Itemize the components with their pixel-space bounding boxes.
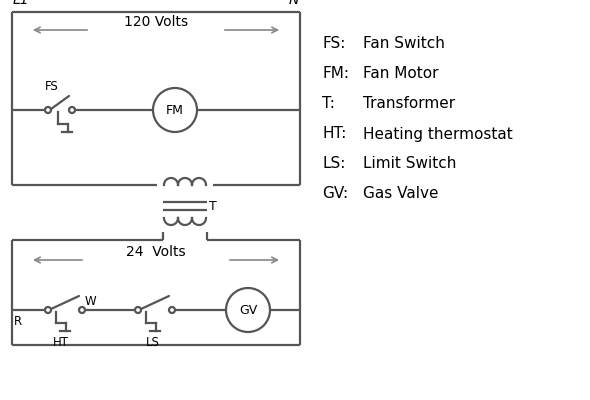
- Text: T:: T:: [322, 96, 335, 112]
- Text: N: N: [289, 0, 299, 7]
- Text: Heating thermostat: Heating thermostat: [363, 126, 513, 142]
- Text: FM:: FM:: [322, 66, 349, 82]
- Text: 120 Volts: 120 Volts: [124, 15, 188, 29]
- Text: LS: LS: [146, 336, 160, 349]
- Text: Fan Motor: Fan Motor: [363, 66, 438, 82]
- Text: W: W: [85, 295, 97, 308]
- Text: 24  Volts: 24 Volts: [126, 245, 186, 259]
- Text: GV: GV: [239, 304, 257, 316]
- Circle shape: [79, 307, 85, 313]
- Circle shape: [169, 307, 175, 313]
- Text: GV:: GV:: [322, 186, 348, 202]
- Text: L1: L1: [13, 0, 30, 7]
- Text: Gas Valve: Gas Valve: [363, 186, 438, 202]
- Text: FM: FM: [166, 104, 184, 116]
- Text: T: T: [209, 200, 217, 212]
- Text: LS:: LS:: [322, 156, 345, 172]
- Text: R: R: [14, 315, 22, 328]
- Text: Limit Switch: Limit Switch: [363, 156, 457, 172]
- Text: HT:: HT:: [322, 126, 346, 142]
- Circle shape: [69, 107, 75, 113]
- Circle shape: [45, 307, 51, 313]
- Text: Transformer: Transformer: [363, 96, 455, 112]
- Circle shape: [45, 107, 51, 113]
- Text: HT: HT: [53, 336, 69, 349]
- Text: Fan Switch: Fan Switch: [363, 36, 445, 52]
- Circle shape: [135, 307, 141, 313]
- Text: FS:: FS:: [322, 36, 345, 52]
- Text: FS: FS: [45, 80, 59, 93]
